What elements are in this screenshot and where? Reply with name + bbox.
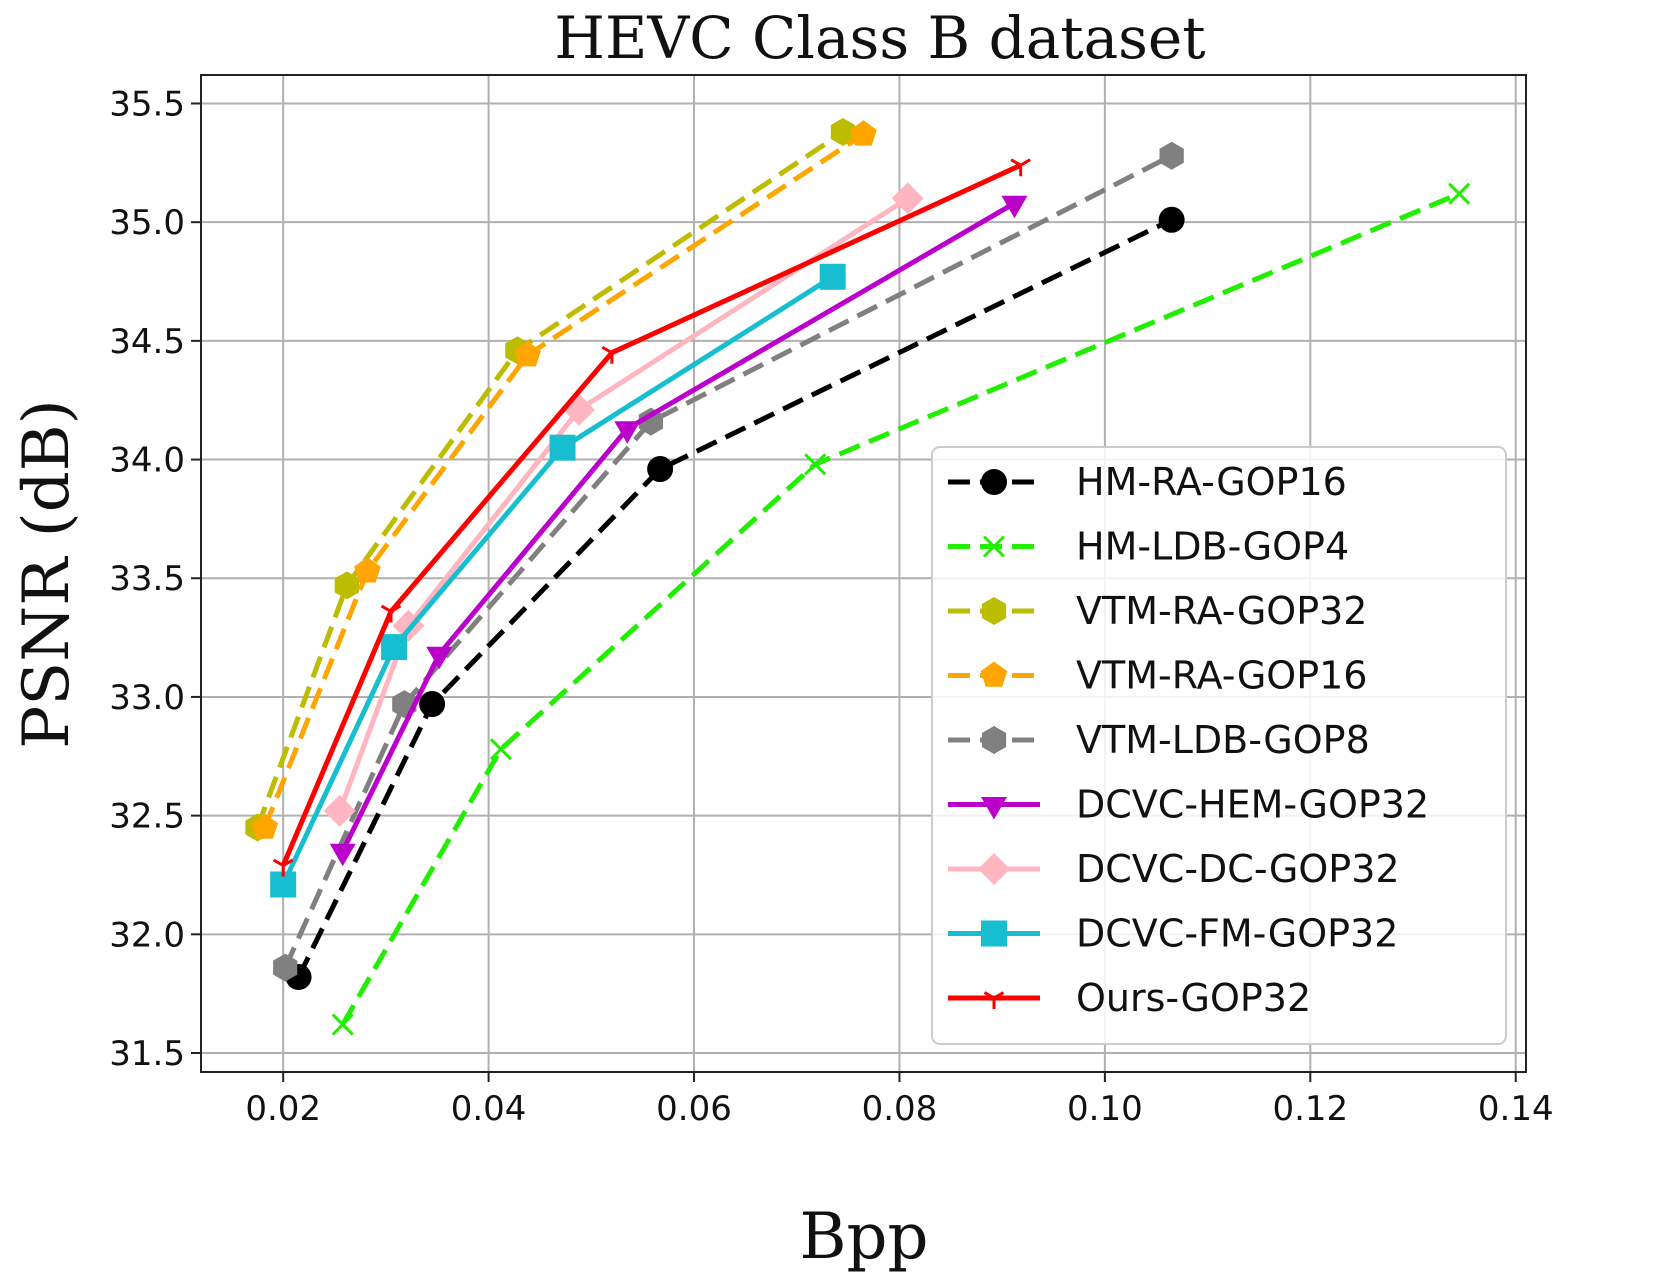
data-point: [489, 738, 512, 761]
x-tick-label: 0.08: [862, 1089, 938, 1129]
plot-frame: [200, 74, 1527, 1073]
y-tick-label: 35.5: [109, 84, 185, 124]
series-vtm-ra-gop16: [251, 120, 877, 839]
y-tick-label: 34.0: [109, 441, 185, 481]
legend-frame: [931, 446, 1507, 1045]
series-line: [296, 217, 1173, 979]
legend-label: VTM-LDB-GOP8: [1076, 718, 1370, 762]
legend-marker: [981, 920, 1007, 947]
series-hm-ra-gop16: [285, 206, 1185, 991]
x-axis-title: Bpp: [800, 1200, 929, 1274]
legend-item: HM-LDB-GOP4: [948, 525, 1349, 569]
data-point: [329, 843, 356, 867]
legend-marker: [981, 797, 1007, 820]
data-point: [251, 813, 278, 839]
data-point: [1158, 206, 1185, 233]
data-point: [819, 263, 846, 290]
series-line: [280, 274, 835, 886]
legend-item: HM-RA-GOP16: [948, 460, 1347, 504]
legend-marker: [981, 597, 1007, 625]
legend-label: VTM-RA-GOP32: [1076, 589, 1367, 633]
legend-label: VTM-RA-GOP16: [1076, 654, 1367, 698]
x-tick-label: 0.06: [656, 1089, 732, 1129]
data-point: [272, 858, 294, 877]
data-point: [638, 407, 663, 436]
legend-item: DCVC-FM-GOP32: [948, 912, 1398, 956]
data-point: [1159, 141, 1184, 170]
legend-label: Ours-GOP32: [1076, 976, 1311, 1020]
series-line: [255, 129, 845, 829]
data-point: [647, 456, 674, 483]
legend-item: DCVC-DC-GOP32: [948, 847, 1400, 891]
legend-marker: [983, 991, 1005, 1009]
data-point: [1001, 195, 1028, 219]
legend-label: DCVC-FM-GOP32: [1076, 912, 1398, 956]
data-point: [334, 571, 359, 600]
legend-item: VTM-RA-GOP16: [948, 654, 1367, 698]
series-ours-gop32: [272, 158, 1031, 877]
y-axis-title: PSNR (dB): [10, 399, 84, 748]
data-point: [614, 421, 641, 444]
data-point: [426, 646, 453, 670]
y-tick-label: 32.0: [109, 915, 185, 955]
series-line: [280, 162, 1022, 867]
data-point: [419, 691, 446, 718]
data-point: [380, 604, 402, 623]
legend-label: DCVC-DC-GOP32: [1076, 847, 1400, 891]
series-line: [337, 196, 910, 812]
y-tick-label: 33.5: [109, 559, 185, 599]
x-tick-label: 0.14: [1478, 1089, 1554, 1129]
data-point: [1448, 182, 1471, 205]
series-line: [340, 191, 1461, 1026]
legend-label: DCVC-HEM-GOP32: [1076, 783, 1429, 827]
y-tick-label: 31.5: [109, 1034, 185, 1074]
data-point: [549, 434, 576, 461]
data-point: [331, 1013, 354, 1036]
data-point: [830, 118, 856, 146]
legend-marker: [980, 661, 1008, 687]
x-tick-label: 0.02: [245, 1089, 321, 1129]
plot-series: [245, 118, 1471, 1036]
series-hm-ldb-gop4: [331, 182, 1471, 1036]
y-tick-label: 32.5: [109, 797, 185, 837]
data-point: [601, 345, 623, 364]
x-tick-label: 0.04: [451, 1089, 527, 1129]
legend-item: VTM-RA-GOP32: [948, 589, 1367, 633]
data-point: [804, 453, 827, 476]
legend-label: HM-LDB-GOP4: [1076, 525, 1349, 569]
series-line: [282, 153, 1173, 969]
y-tick-label: 34.5: [109, 322, 185, 362]
legend-item: Ours-GOP32: [948, 976, 1311, 1020]
legend-marker: [981, 726, 1007, 754]
x-tick-label: 0.10: [1067, 1089, 1143, 1129]
chart-title: HEVC Class B dataset: [554, 4, 1205, 72]
data-point: [323, 794, 356, 827]
data-point: [1010, 158, 1031, 177]
axis-ticks: 0.02 0.04 0.06 0.08 0.10 0.12 0.14 31.5 32.0 32.5…: [109, 84, 1553, 1129]
y-tick-label: 35.0: [109, 203, 185, 243]
legend-marker: [981, 469, 1007, 495]
x-tick-label: 0.12: [1272, 1089, 1348, 1129]
y-tick-label: 33.0: [109, 678, 185, 718]
legend-marker: [978, 853, 1010, 885]
legend-label: HM-RA-GOP16: [1076, 460, 1347, 504]
data-point: [891, 182, 924, 215]
series-dcvc-dc-gop32: [323, 182, 924, 827]
data-point: [850, 120, 877, 146]
data-point: [354, 557, 381, 583]
data-point: [514, 341, 541, 367]
legend-item: VTM-LDB-GOP8: [948, 718, 1370, 762]
legend-marker: [982, 535, 1006, 558]
series-line: [340, 201, 1016, 853]
legend: HM-RA-GOP16 HM-LDB-GOP4 VTM-RA-GOP32 VTM-RA…: [931, 446, 1507, 1045]
legend-item: DCVC-HEM-GOP32: [948, 783, 1429, 827]
data-point: [381, 634, 408, 661]
series-dcvc-fm-gop32: [270, 263, 846, 898]
series-line: [262, 132, 865, 829]
data-point: [273, 953, 298, 982]
series-dcvc-hem-gop32: [329, 195, 1028, 867]
